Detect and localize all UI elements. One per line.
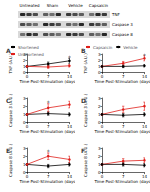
svg-text:0: 0 [101,124,104,129]
svg-text:TNF (A.U.): TNF (A.U.) [8,53,13,75]
svg-text:Time Post-Stimulation (days): Time Post-Stimulation (days) [18,179,75,184]
svg-text:7: 7 [122,74,125,79]
svg-text:3: 3 [23,146,26,151]
svg-text:2: 2 [98,104,101,109]
svg-text:Sham: Sham [47,3,59,8]
svg-text:Capsaicin: Capsaicin [89,3,109,8]
svg-text:*: * [68,54,71,61]
svg-text:Caspase 3 (A.U.): Caspase 3 (A.U.) [7,93,13,127]
svg-text:0: 0 [101,74,104,79]
svg-text:*: * [143,52,146,59]
svg-text:3: 3 [98,96,101,101]
svg-text:TNF: TNF [111,12,120,17]
svg-text:0: 0 [101,174,104,179]
svg-text:14: 14 [142,174,148,179]
svg-text:0: 0 [22,120,26,126]
svg-text:Vehicle: Vehicle [68,3,83,8]
svg-text:3: 3 [98,146,101,151]
svg-text:Caspase 8: Caspase 8 [112,32,133,37]
svg-text:7: 7 [122,174,125,179]
svg-text:0: 0 [26,74,29,79]
svg-text:*: * [47,99,50,106]
svg-text:Shortened: Shortened [18,45,39,50]
svg-text:3: 3 [23,96,26,101]
svg-text:7: 7 [47,174,50,179]
svg-text:1: 1 [98,162,101,167]
svg-text:1: 1 [23,64,26,69]
svg-text:D: D [81,97,86,104]
svg-text:0: 0 [97,120,101,126]
svg-text:Vehicle: Vehicle [123,45,138,50]
svg-text:Caspase 3: Caspase 3 [112,22,133,27]
svg-text:1: 1 [23,112,26,117]
svg-text:B: B [81,47,86,54]
svg-text:Time Post-Stimulation (days): Time Post-Stimulation (days) [93,129,150,134]
svg-text:C: C [6,97,11,104]
svg-text:Capsaicin: Capsaicin [93,45,113,50]
svg-text:Caspase 3 (A.U.): Caspase 3 (A.U.) [82,93,88,127]
svg-text:1: 1 [98,112,101,117]
svg-text:Time Post-Stimulation (days): Time Post-Stimulation (days) [93,79,150,84]
svg-text:F: F [81,147,85,154]
svg-text:Time Post-Stimulation (days): Time Post-Stimulation (days) [93,179,150,184]
svg-text:2: 2 [98,154,101,159]
svg-text:3: 3 [98,52,101,57]
svg-text:*: * [47,148,50,155]
svg-text:0: 0 [97,70,101,76]
svg-text:0: 0 [26,174,29,179]
svg-text:0: 0 [97,170,101,176]
svg-text:14: 14 [67,174,73,179]
svg-text:E: E [6,147,10,154]
svg-text:14: 14 [67,74,73,79]
svg-text:Caspase 8 (A.U.): Caspase 8 (A.U.) [7,143,13,177]
svg-text:7: 7 [47,124,50,129]
svg-text:Time Post-Stimulation (days): Time Post-Stimulation (days) [18,129,75,134]
svg-text:7: 7 [122,124,125,129]
svg-text:Unshortened: Unshortened [18,52,44,57]
svg-text:7: 7 [47,74,50,79]
svg-text:1: 1 [98,64,101,69]
svg-text:Caspase 8 (A.U.): Caspase 8 (A.U.) [82,143,88,177]
svg-text:0: 0 [22,70,26,76]
svg-text:TNF (A.U.): TNF (A.U.) [83,53,88,75]
svg-text:Time Post-Stimulation (days): Time Post-Stimulation (days) [18,79,75,84]
svg-text:0: 0 [22,170,26,176]
svg-text:Untreated: Untreated [19,3,40,8]
svg-text:A: A [6,47,11,54]
svg-text:2: 2 [23,58,26,63]
svg-text:2: 2 [23,104,26,109]
svg-text:14: 14 [142,124,148,129]
svg-text:14: 14 [67,124,73,129]
svg-text:14: 14 [142,74,148,79]
svg-text:2: 2 [23,154,26,159]
svg-text:2: 2 [98,58,101,63]
svg-text:1: 1 [23,162,26,167]
svg-text:0: 0 [26,124,29,129]
